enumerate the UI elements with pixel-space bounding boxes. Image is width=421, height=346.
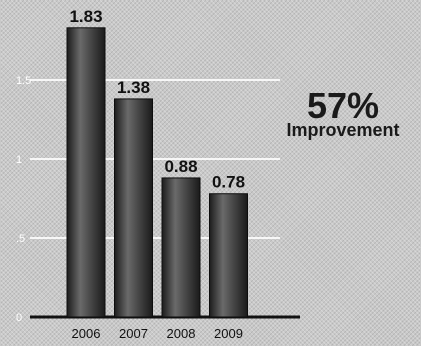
bar-2007	[114, 98, 153, 318]
category-label: 2006	[72, 326, 101, 341]
improvement-percent: 57%	[307, 85, 379, 126]
y-tick-label: 1.5	[16, 75, 31, 87]
improvement-label: Improvement	[286, 120, 399, 140]
y-tick-label: 1	[16, 154, 22, 166]
value-label: 0.88	[164, 157, 197, 176]
y-tick-labels: 0 .5 1 1.5	[16, 75, 31, 324]
bars	[66, 27, 248, 318]
bar-2006	[66, 27, 106, 318]
category-label: 2009	[214, 326, 243, 341]
bar-2009	[209, 193, 248, 318]
category-label: 2007	[119, 326, 148, 341]
y-tick-label: .5	[16, 233, 25, 245]
category-labels: 2006 2007 2008 2009	[72, 326, 243, 341]
value-label: 0.78	[212, 173, 245, 192]
value-label: 1.83	[69, 7, 102, 26]
y-tick-label: 0	[16, 312, 22, 324]
value-label: 1.38	[117, 78, 150, 97]
category-label: 2008	[167, 326, 196, 341]
value-labels: 1.83 1.38 0.88 0.78	[69, 7, 245, 192]
bar-2008	[161, 177, 201, 318]
